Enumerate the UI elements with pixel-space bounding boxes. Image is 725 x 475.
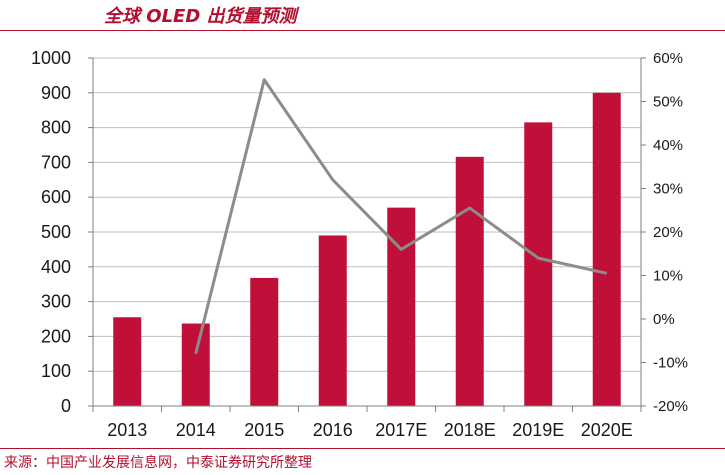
y-axis-right-ticks: -20% -10% 0% 10% 20% 30% 40% 50% 60% bbox=[653, 50, 688, 415]
chart-title: 全球 OLED 出货量预测 bbox=[104, 6, 297, 27]
x-tick-label: 2019E bbox=[512, 420, 564, 440]
bar bbox=[181, 323, 210, 406]
bar bbox=[318, 235, 347, 406]
bar bbox=[455, 156, 484, 406]
title-divider bbox=[0, 30, 725, 31]
y-left-tick-label: 1000 bbox=[31, 48, 71, 68]
bar bbox=[524, 122, 553, 406]
y-left-tick-label: 900 bbox=[41, 83, 71, 103]
y-left-tick-label: 0 bbox=[61, 396, 71, 416]
y-right-tick-label: 0% bbox=[653, 311, 675, 328]
x-tick-label: 2016 bbox=[313, 420, 353, 440]
source-divider bbox=[0, 448, 725, 449]
y-left-tick-label: 200 bbox=[41, 326, 71, 346]
y-left-tick-label: 800 bbox=[41, 118, 71, 138]
x-tick-label: 2014 bbox=[176, 420, 216, 440]
axes bbox=[88, 57, 646, 412]
y-right-tick-label: 50% bbox=[653, 94, 683, 111]
y-left-tick-label: 100 bbox=[41, 361, 71, 381]
y-right-tick-label: 40% bbox=[653, 137, 683, 154]
bar bbox=[250, 277, 279, 406]
y-left-tick-label: 600 bbox=[41, 187, 71, 207]
bar-series bbox=[113, 92, 621, 407]
chart: 0 100 200 300 400 500 600 700 800 900 1000 -20% -10… bbox=[31, 48, 688, 440]
y-left-tick-label: 700 bbox=[41, 152, 71, 172]
y-right-tick-label: -10% bbox=[653, 355, 688, 372]
y-axis-left-ticks: 0 100 200 300 400 500 600 700 800 900 1000 bbox=[31, 48, 71, 416]
bar bbox=[113, 317, 142, 406]
source-note: 来源：中国产业发展信息网，中泰证券研究所整理 bbox=[4, 455, 312, 471]
x-tick-label: 2020E bbox=[581, 420, 633, 440]
line-series bbox=[194, 78, 608, 355]
bar bbox=[592, 92, 621, 407]
y-right-tick-label: 20% bbox=[653, 224, 683, 241]
y-right-tick-label: 10% bbox=[653, 268, 683, 285]
y-right-tick-label: -20% bbox=[653, 398, 688, 415]
x-tick-label: 2017E bbox=[375, 420, 427, 440]
x-tick-label: 2015 bbox=[244, 420, 284, 440]
x-tick-label: 2018E bbox=[444, 420, 496, 440]
y-right-tick-label: 30% bbox=[653, 181, 683, 198]
y-right-tick-label: 60% bbox=[653, 50, 683, 67]
x-tick-label: 2013 bbox=[107, 420, 147, 440]
x-axis-ticks: 2013 2014 2015 2016 2017E 2018E 2019E 2020E bbox=[107, 420, 633, 440]
y-left-tick-label: 400 bbox=[41, 257, 71, 277]
y-left-tick-label: 500 bbox=[41, 222, 71, 242]
y-left-tick-label: 300 bbox=[41, 292, 71, 312]
